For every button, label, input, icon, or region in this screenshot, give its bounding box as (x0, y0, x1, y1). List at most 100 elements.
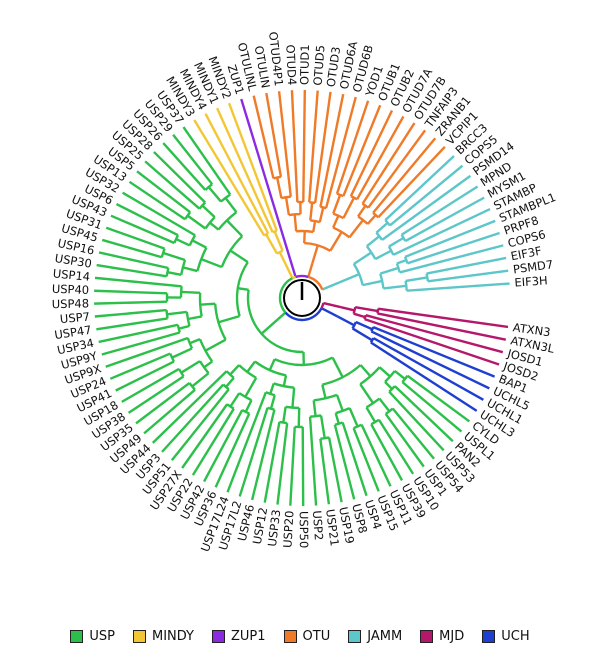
branch-tip (361, 122, 416, 205)
branch-stem (348, 219, 364, 239)
branch-tip (240, 98, 292, 261)
branch-tip (377, 312, 507, 341)
branch-stem (178, 324, 190, 330)
branch-tip (356, 115, 405, 200)
branch-stem (187, 315, 202, 321)
group-stem (277, 311, 287, 321)
root-arc (307, 275, 324, 291)
branch-stem (273, 230, 284, 252)
branch-tip (394, 385, 454, 443)
branch-arc (351, 321, 358, 330)
branch-tip (98, 251, 169, 270)
branch-tip (302, 90, 307, 203)
branch-tip (96, 263, 167, 278)
branch-tip (364, 317, 500, 366)
branch-stem (383, 284, 407, 290)
branch-tip (370, 423, 404, 481)
branch-stem (269, 383, 275, 395)
leaf-label: USP48 (52, 296, 90, 311)
branch-tip (203, 409, 244, 483)
branch-stem (229, 249, 249, 264)
leaf-label: OTUD4P1 (266, 31, 286, 87)
branch-arc (401, 375, 409, 383)
legend-label: UCH (501, 628, 530, 644)
branch-stem (200, 258, 223, 269)
leaf-label: PSMD7 (512, 257, 554, 276)
branch-tip (388, 390, 445, 452)
branch-arc (220, 193, 231, 203)
branch-stem (348, 407, 359, 427)
branch-tip (384, 413, 425, 468)
branch-stem (171, 347, 193, 359)
branch-stem (181, 290, 201, 295)
root-arc (320, 302, 325, 309)
branch-tip (391, 407, 435, 460)
root-arc (278, 277, 293, 314)
branch-tip (94, 300, 168, 305)
branch-stem (365, 406, 377, 423)
branch-tip (182, 126, 232, 196)
branch-stem (384, 381, 393, 390)
legend-label: MINDY (151, 628, 194, 644)
legend-item-mjd: MJD (420, 629, 464, 644)
branch-arc (375, 231, 384, 241)
leaf-label: OTUD3 (324, 46, 343, 88)
branch-tip (98, 323, 179, 344)
branch-tip (193, 119, 266, 237)
phylogenetic-tree: ATXN3ATXN3LJOSD1JOSD2BAP1UCHL5UCHL1UCHL3… (52, 31, 558, 554)
branch-tip (277, 91, 292, 197)
branch-tip (381, 174, 472, 241)
branch-tip (122, 191, 196, 237)
branch-tip (151, 370, 228, 444)
branch-tip (170, 388, 230, 462)
branch-stem (282, 406, 287, 423)
branch-stem (396, 258, 407, 265)
branch-tip (172, 133, 214, 185)
legend-label: JAMM (367, 628, 403, 644)
branch-stem (207, 186, 222, 203)
branch-arc (332, 226, 351, 239)
legend-item-jamm: JAMM (348, 629, 402, 644)
branch-stem (246, 360, 256, 373)
branch-tip (214, 413, 251, 488)
branch-tip (136, 170, 191, 214)
branch-tip (319, 93, 345, 208)
group-stem (307, 263, 314, 278)
branch-tip (101, 331, 181, 356)
leaf-label: USP40 (52, 282, 90, 297)
branch-tip (96, 317, 168, 331)
branch-tip (115, 360, 175, 392)
branch-tip (276, 422, 289, 505)
branch-stem (244, 399, 253, 413)
branch-arc (273, 382, 295, 389)
branch-stem (388, 236, 405, 248)
branch-stem (200, 302, 216, 306)
branch-tip (263, 421, 281, 503)
legend-swatch (420, 629, 434, 643)
branch-arc (387, 245, 395, 256)
branch-stem (293, 214, 298, 232)
branch-stem (379, 266, 399, 275)
leaf-label: USP50 (297, 511, 311, 548)
branch-stem (201, 204, 216, 218)
branch-stem (191, 372, 210, 388)
branch-arc (353, 423, 363, 430)
branch-arc (265, 391, 276, 397)
branch-arc (273, 175, 282, 180)
branch-stem (204, 338, 227, 352)
branch-stem (335, 394, 344, 412)
branch-stem (182, 266, 198, 273)
leaf-label: USP12 (250, 506, 270, 545)
branch-stem (355, 320, 373, 331)
leaf-label: EIF3H (514, 273, 548, 289)
branch-arc (320, 436, 330, 440)
legend-item-uch: UCH (482, 628, 530, 644)
branch-stem (265, 233, 279, 255)
branch-arc (425, 273, 430, 282)
branch-tip (115, 202, 179, 237)
legend-swatch (482, 629, 496, 643)
branch-tip (94, 276, 182, 288)
root-arc (284, 307, 323, 322)
branch-tip (406, 282, 510, 292)
branch-arc (281, 195, 291, 200)
